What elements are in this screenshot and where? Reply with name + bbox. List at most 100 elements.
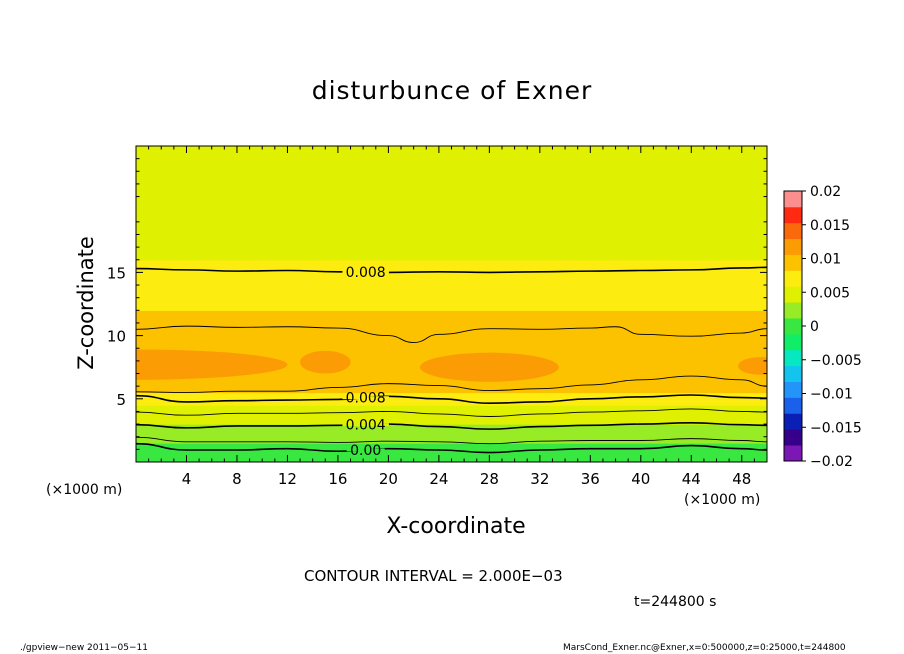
contour-label: 0.008: [346, 265, 386, 281]
color-band: [136, 392, 767, 400]
colorbar-swatch: [784, 206, 802, 224]
color-band: [136, 417, 767, 425]
contour-interval-note: CONTOUR INTERVAL = 2.000E−03: [304, 567, 563, 585]
x-tick-label: 32: [530, 470, 549, 488]
colorbar-swatch: [784, 381, 802, 398]
x-tick-label: 20: [379, 470, 398, 488]
x-tick-label: 36: [581, 470, 600, 488]
contour-label: 0.00: [350, 443, 381, 459]
x-axis: 4 8 12 16 20 24 28 32 36 40 44 48: [148, 146, 755, 488]
contour-label: 0.008: [346, 391, 386, 407]
contour-labels: 0.00 0.004 0.008 0.008: [346, 265, 386, 459]
color-band: [136, 430, 767, 438]
x-tick-label: 8: [232, 470, 242, 488]
color-band: [136, 259, 767, 273]
x-tick-label: 16: [328, 470, 347, 488]
colorbar-swatch: [784, 397, 802, 414]
colorbar-tick-label: −0.015: [810, 420, 862, 436]
color-band: [136, 209, 767, 223]
colorbar-swatch: [784, 270, 802, 287]
colorbar-tick-label: 0: [810, 319, 819, 335]
color-band: [136, 348, 767, 362]
colorbar-tick-label: −0.005: [810, 353, 862, 369]
color-band: [136, 335, 767, 349]
contour-line: [136, 436, 767, 445]
colorbar-swatch: [784, 349, 802, 367]
contour-line: [136, 408, 767, 417]
footer-right: MarsCond_Exner.nc@Exner,x=0:500000,z=0:2…: [563, 643, 846, 653]
x-unit-label-left: (×1000 m): [46, 482, 123, 498]
footer-left: ./gpview−new 2011−05−11: [20, 643, 148, 653]
colorbar-swatch: [784, 286, 802, 303]
x-tick-label: 48: [732, 470, 751, 488]
colorbar-tick-label: 0.005: [810, 285, 850, 301]
contour-lines: [136, 266, 767, 454]
contour-line: [136, 394, 767, 405]
maximum-region: [737, 357, 767, 375]
color-band: [136, 146, 767, 210]
colorbar-tick-label: −0.02: [810, 454, 853, 470]
color-band: [136, 297, 767, 311]
color-band: [136, 436, 767, 444]
colorbar-swatch: [784, 254, 802, 271]
color-band: [136, 322, 767, 337]
contour-label: 0.004: [346, 418, 386, 434]
maximum-regions: [136, 349, 767, 382]
color-band: [136, 411, 767, 419]
chart-title: disturbunce of Exner: [311, 76, 593, 105]
x-unit-label-right: (×1000 m): [684, 492, 761, 508]
contour-label-gap: [342, 396, 389, 400]
color-band: [136, 405, 767, 413]
color-band: [136, 234, 767, 248]
y-tick-label: 10: [107, 328, 126, 346]
contour-label-gap: [342, 270, 389, 274]
y-axis-label: Z-coordinate: [74, 236, 98, 370]
maximum-region: [136, 349, 288, 380]
x-tick-label: 12: [278, 470, 297, 488]
contour-line: [136, 422, 767, 430]
contour-label-gap: [346, 448, 385, 452]
contour-label-gap: [342, 423, 389, 427]
x-tick-label: 28: [480, 470, 499, 488]
colorbar-swatch: [784, 318, 802, 335]
maximum-region: [419, 352, 559, 382]
colorbar-swatch: [784, 191, 802, 208]
colorbar-swatch: [784, 238, 802, 255]
colorbar-swatch: [784, 302, 802, 319]
x-tick-label: 40: [631, 470, 650, 488]
colorbar-tick-label: 0.02: [810, 184, 841, 200]
x-tick-label: 44: [682, 470, 701, 488]
contour-line: [136, 266, 767, 274]
colorbar: 0.02 0.015 0.01 0.005 0 −0.005 −0.01 −0.015 −0.0…: [783, 184, 862, 470]
colorbar-swatch: [784, 333, 802, 351]
colorbar-swatch: [784, 222, 802, 240]
colorbar-swatch: [784, 429, 802, 446]
colorbar-tick-label: 0.015: [810, 218, 850, 234]
x-tick-label: 4: [182, 470, 192, 488]
color-band: [136, 379, 767, 387]
color-band: [136, 449, 767, 457]
colorbar-swatch: [784, 365, 802, 382]
color-band: [136, 285, 767, 299]
colorbar-swatch: [784, 413, 802, 430]
maximum-region: [300, 350, 351, 374]
time-label: t=244800 s: [634, 594, 717, 610]
color-band: [136, 443, 767, 450]
color-band: [136, 398, 767, 406]
y-tick-label: 5: [116, 391, 126, 409]
color-band: [136, 247, 767, 261]
colorbar-swatch: [784, 445, 802, 462]
color-band: [136, 386, 767, 394]
color-bands: [136, 146, 767, 462]
color-band: [136, 221, 767, 236]
contour-line: [136, 442, 767, 454]
colorbar-tick-label: −0.01: [810, 387, 853, 403]
y-tick-label: 15: [107, 264, 126, 282]
contour-line: [136, 375, 767, 393]
colorbar-tick-label: 0.01: [810, 252, 841, 268]
color-band: [136, 272, 767, 286]
x-tick-label: 24: [429, 470, 448, 488]
contour-line: [136, 325, 767, 344]
color-band: [136, 310, 767, 324]
